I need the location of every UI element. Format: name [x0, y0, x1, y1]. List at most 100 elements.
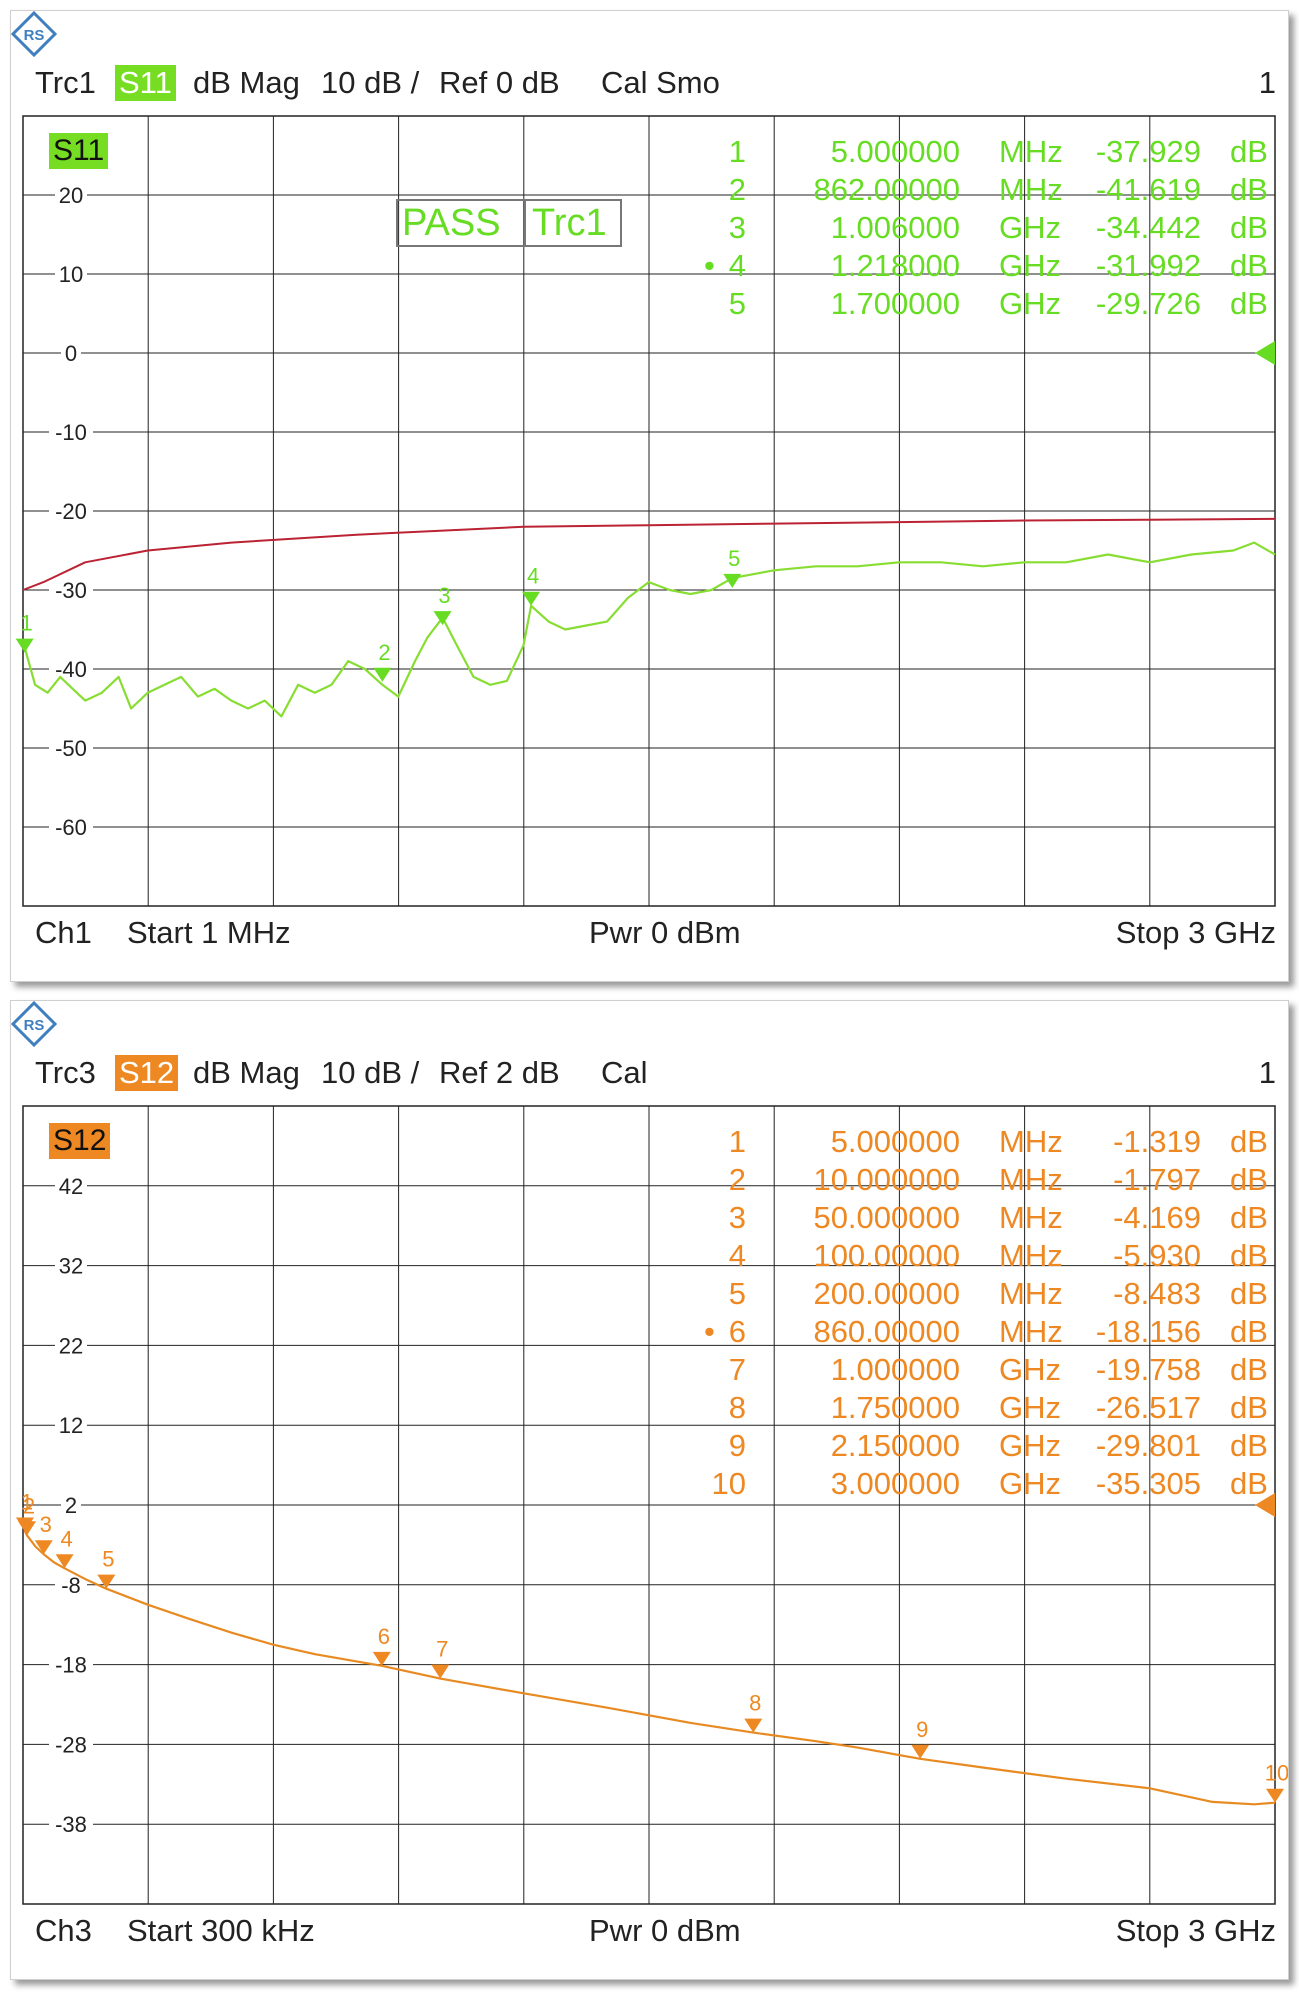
scale-label[interactable]: 10 dB /	[321, 1055, 420, 1090]
marker-triangle[interactable]	[372, 1651, 391, 1666]
marker-row[interactable]: 5 200.00000 MHz -8.483 dB	[11, 1275, 1275, 1313]
marker-label: 5	[102, 1547, 114, 1572]
marker-number: 2	[728, 1162, 746, 1197]
s-param-badge[interactable]: S11	[115, 65, 176, 101]
marker-value-unit: dB	[1230, 1428, 1268, 1463]
y-tick-label-bg	[49, 815, 93, 839]
marker-row[interactable]: 5 1.700000 GHz -29.726 dB	[11, 285, 1275, 323]
channel-index: 1	[1258, 65, 1276, 100]
marker-row[interactable]: 1 5.000000 MHz -37.929 dB	[11, 133, 1275, 171]
y-tick-label-bg	[55, 262, 87, 286]
marker-number: 7	[728, 1352, 746, 1387]
marker-triangle[interactable]	[744, 1718, 763, 1733]
y-tick-label: 0	[65, 341, 77, 366]
y-tick-label: -8	[61, 1573, 81, 1598]
trace-label-badge[interactable]: S12	[49, 1123, 111, 1159]
marker-row[interactable]: 1 5.000000 MHz -1.319 dB	[11, 1123, 1275, 1161]
marker-value-unit: dB	[1230, 1162, 1268, 1197]
marker-value-unit: dB	[1230, 172, 1268, 207]
power-level[interactable]: Pwr 0 dBm	[589, 915, 741, 950]
marker-label: 5	[728, 546, 740, 571]
reference-level-arrow[interactable]	[1255, 1493, 1275, 1517]
marker-triangle[interactable]	[34, 1540, 53, 1555]
power-level[interactable]: Pwr 0 dBm	[589, 1913, 741, 1948]
marker-row[interactable]: 3 1.006000 GHz -34.442 dB	[11, 209, 1275, 247]
y-tick-label: 2	[65, 1493, 77, 1518]
channel-label[interactable]: Ch1	[35, 915, 92, 950]
marker-triangle[interactable]	[1266, 1788, 1284, 1803]
marker-value: -29.726	[1095, 286, 1201, 321]
pass-status: PASS	[402, 202, 501, 244]
limit-line	[22, 517, 1276, 591]
marker-triangle[interactable]	[911, 1744, 930, 1759]
start-frequency[interactable]: Start 300 kHz	[127, 1913, 315, 1948]
reference-level-arrow[interactable]	[1255, 341, 1275, 365]
y-tick-label: -38	[55, 1812, 87, 1837]
marker-row[interactable]: 9 2.150000 GHz -29.801 dB	[11, 1427, 1275, 1465]
marker-row[interactable]: 10 3.000000 GHz -35.305 dB	[11, 1465, 1275, 1503]
marker-value: -31.992	[1095, 248, 1201, 283]
marker-triangle[interactable]	[18, 1521, 37, 1536]
marker-row[interactable]: • 4 1.218000 GHz -31.992 dB	[11, 247, 1275, 285]
marker-number: 8	[728, 1390, 746, 1425]
ref-label[interactable]: Ref 2 dB	[439, 1055, 560, 1090]
y-tick-label-bg	[49, 1652, 93, 1677]
marker-row[interactable]: • 6 860.00000 MHz -18.156 dB	[11, 1313, 1275, 1351]
marker-frequency: 1.700000	[830, 286, 960, 321]
y-tick-label: 12	[59, 1413, 83, 1438]
marker-row[interactable]: 3 50.000000 MHz -4.169 dB	[11, 1199, 1275, 1237]
marker-triangle[interactable]	[723, 573, 742, 588]
marker-frequency-unit: GHz	[999, 1428, 1061, 1463]
y-tick-label-bg	[49, 578, 93, 602]
marker-value-unit: dB	[1230, 248, 1268, 283]
marker-triangle[interactable]	[433, 611, 452, 626]
y-tick-label-bg	[55, 1333, 87, 1358]
marker-triangle[interactable]	[97, 1574, 116, 1589]
format-label[interactable]: dB Mag	[193, 65, 300, 100]
marker-number: 5	[728, 286, 746, 321]
rohde-schwarz-logo-icon: RS	[11, 11, 57, 57]
marker-triangle[interactable]	[522, 591, 541, 606]
marker-frequency: 50.000000	[813, 1200, 960, 1235]
marker-row[interactable]: 2 10.000000 MHz -1.797 dB	[11, 1161, 1275, 1199]
channel-label[interactable]: Ch3	[35, 1913, 92, 1948]
scale-label[interactable]: 10 dB /	[321, 65, 420, 100]
s-param-badge[interactable]: S12	[115, 1055, 179, 1091]
marker-value: -5.930	[1113, 1238, 1201, 1273]
trace-label-badge[interactable]: S11	[49, 133, 109, 169]
marker-row[interactable]: 8 1.750000 GHz -26.517 dB	[11, 1389, 1275, 1427]
marker-triangle[interactable]	[55, 1554, 74, 1569]
stop-frequency[interactable]: Stop 3 GHz	[1115, 1913, 1276, 1948]
marker-row[interactable]: 4 100.00000 MHz -5.930 dB	[11, 1237, 1275, 1275]
marker-row[interactable]: 7 1.000000 GHz -19.758 dB	[11, 1351, 1275, 1389]
marker-frequency: 2.150000	[830, 1428, 960, 1463]
marker-triangle[interactable]	[431, 1664, 450, 1679]
y-tick-label-bg	[49, 1812, 93, 1837]
marker-frequency: 3.000000	[830, 1466, 960, 1501]
cal-label: Cal	[601, 1055, 648, 1090]
ref-label[interactable]: Ref 0 dB	[439, 65, 560, 100]
marker-row[interactable]: 2 862.00000 MHz -41.619 dB	[11, 171, 1275, 209]
y-tick-label-bg	[55, 1253, 87, 1278]
marker-triangle[interactable]	[373, 667, 392, 682]
y-tick-label: 42	[59, 1174, 83, 1199]
y-tick-label-bg	[55, 183, 87, 207]
marker-triangle[interactable]	[15, 638, 34, 653]
svg-text:RS: RS	[24, 27, 45, 44]
y-tick-label-bg	[55, 1173, 87, 1198]
marker-label: 3	[438, 583, 450, 608]
marker-label: 2	[23, 1493, 35, 1518]
format-label[interactable]: dB Mag	[193, 1055, 300, 1090]
trace-name[interactable]: Trc3	[35, 1055, 96, 1090]
y-tick-label-bg	[55, 1413, 87, 1438]
start-frequency[interactable]: Start 1 MHz	[127, 915, 291, 950]
trace-name[interactable]: Trc1	[35, 65, 96, 100]
marker-frequency-unit: MHz	[999, 1200, 1063, 1235]
stop-frequency[interactable]: Stop 3 GHz	[1115, 915, 1276, 950]
active-marker-dot: •	[704, 248, 715, 283]
marker-frequency-unit: MHz	[999, 1162, 1063, 1197]
s12-panel: RS Trc3 S12 dB Mag 10 dB / Ref 2 dB Cal …	[10, 1000, 1289, 1980]
y-tick-label: -10	[55, 420, 87, 445]
